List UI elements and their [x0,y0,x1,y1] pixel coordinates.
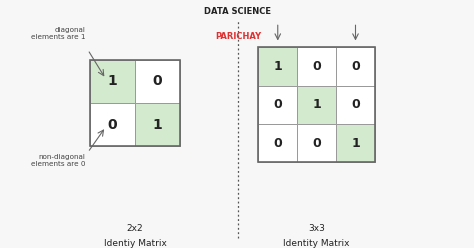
Bar [90,60,135,103]
Bar [90,103,135,146]
Text: 1: 1 [108,74,118,88]
Bar [336,86,375,124]
Bar [90,60,180,146]
Bar [135,60,180,103]
Bar [297,47,336,86]
Text: 0: 0 [351,98,360,111]
Text: 1: 1 [351,137,360,150]
Text: PARICHAY: PARICHAY [215,32,261,41]
Text: 0: 0 [312,60,321,73]
Text: non-diagonal
elements are 0: non-diagonal elements are 0 [31,154,85,167]
Text: 1: 1 [273,60,282,73]
Text: 1: 1 [312,98,321,111]
Bar [336,124,375,162]
Text: Identity Matrix: Identity Matrix [283,239,350,248]
Bar [297,124,336,162]
Bar [336,47,375,86]
Text: 0: 0 [351,60,360,73]
Text: 0: 0 [273,137,282,150]
Bar [258,47,375,162]
Text: DATA SCIENCE: DATA SCIENCE [204,7,272,16]
Bar [258,47,297,86]
Bar [135,103,180,146]
Text: 1: 1 [153,118,163,132]
Bar [258,86,297,124]
Text: 0: 0 [153,74,163,88]
Text: Identiy Matrix: Identiy Matrix [104,239,166,248]
Text: 0: 0 [312,137,321,150]
Text: 3x3: 3x3 [308,224,325,233]
Text: 0: 0 [273,98,282,111]
Bar [258,124,297,162]
Text: diagonal
elements are 1: diagonal elements are 1 [31,27,85,40]
Text: 2x2: 2x2 [127,224,144,233]
Bar [297,86,336,124]
Text: 0: 0 [108,118,118,132]
